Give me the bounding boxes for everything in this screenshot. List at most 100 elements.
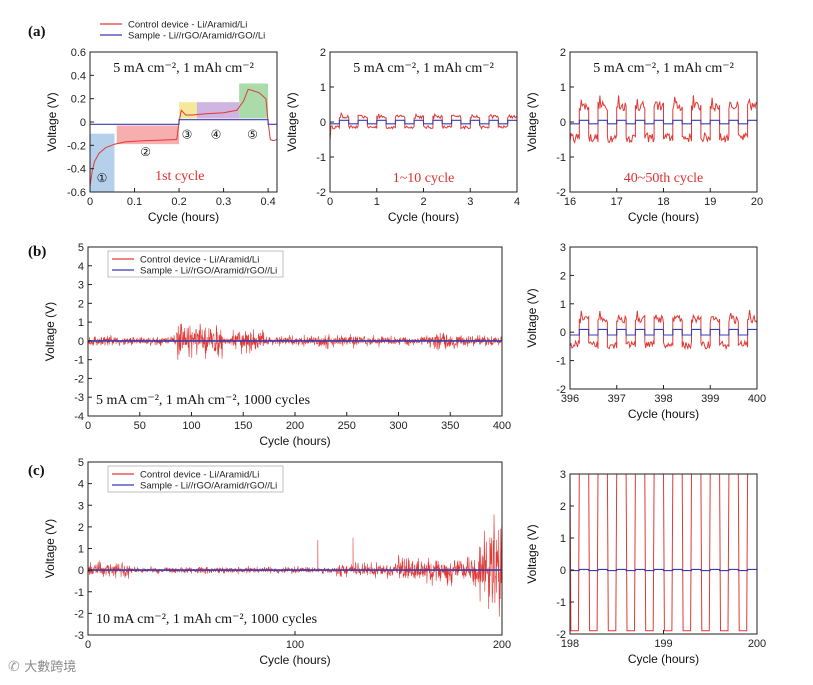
- x-tick-label: 200: [748, 638, 766, 650]
- panel-label: (c): [28, 463, 45, 479]
- y-tick-label: 2: [320, 47, 326, 59]
- y-axis-label: Voltage (V): [525, 288, 539, 347]
- y-tick-label: 4: [78, 479, 84, 491]
- y-tick-label: 0: [80, 117, 86, 129]
- y-tick-label: 5: [78, 242, 84, 254]
- x-tick-label: 0: [85, 420, 91, 432]
- x-tick-label: 198: [561, 638, 579, 650]
- x-axis-label: Cycle (hours): [388, 210, 459, 224]
- stage-label-4: ④: [211, 128, 222, 142]
- y-axis-label: Voltage (V): [43, 302, 57, 361]
- x-tick-label: 0.3: [216, 196, 231, 208]
- chart-a1: 0 0.1 0.2 0.3 0.4 -0.6 -0.4 -0.2 0 0.2 0.4 0.6 Cycle…: [28, 20, 278, 224]
- plot-area: [88, 514, 502, 617]
- x-tick-label: 150: [234, 420, 252, 432]
- y-tick-label: -4: [74, 411, 84, 423]
- series-sample: [570, 568, 757, 572]
- x-tick-label: 398: [654, 393, 672, 405]
- x-tick-label: 18: [657, 196, 669, 208]
- condition-label: 5 mA cm⁻², 1 mAh cm⁻²: [593, 61, 734, 76]
- x-tick-label: 20: [751, 196, 763, 208]
- series-control-device: [90, 88, 277, 187]
- stage-label-5: ⑤: [247, 128, 258, 142]
- x-tick-label: 250: [338, 420, 356, 432]
- y-tick-label: -2: [556, 187, 566, 199]
- legend-entry-sample: Sample - Li//rGO/Aramid/rGO//Li: [128, 31, 265, 42]
- y-tick-label: 5: [78, 457, 84, 469]
- condition-label: 10 mA cm⁻², 1 mAh cm⁻², 1000 cycles: [96, 612, 317, 627]
- condition-label: 5 mA cm⁻², 1 mAh cm⁻²: [113, 61, 254, 76]
- y-tick-label: -0.6: [67, 187, 86, 199]
- series-control-device: [570, 95, 757, 144]
- condition-label: 5 mA cm⁻², 1 mAh cm⁻²: [353, 61, 494, 76]
- y-tick-label: -2: [316, 187, 326, 199]
- x-tick-label: 3: [467, 196, 473, 208]
- series-control-device: [88, 323, 502, 360]
- plot-area: [570, 95, 757, 144]
- y-tick-label: 1: [78, 317, 84, 329]
- y-tick-label: 0: [560, 327, 566, 339]
- chart-c1: 0 100 200 -3 -2 -1 0 1 2 3 4 5 Cycle (hours) Voltage …: [28, 457, 511, 667]
- stage-label-2: ②: [140, 145, 151, 159]
- plot-area: [88, 323, 502, 360]
- plot-frame: [569, 246, 758, 390]
- legend-box: [107, 465, 284, 493]
- x-tick-label: 0: [85, 639, 91, 651]
- x-tick-label: 100: [286, 639, 304, 651]
- y-tick-label: 3: [78, 500, 84, 512]
- y-tick-label: 2: [560, 47, 566, 59]
- x-tick-label: 2: [420, 196, 426, 208]
- plot-area: [330, 111, 517, 142]
- y-tick-label: 1: [560, 299, 566, 311]
- panel-label: (b): [28, 244, 46, 260]
- chart-b1: 0 50 100 150 200 250 300 350 400 -4 -3 -2 -1 0 1 2 3 4 5 Cy…: [28, 242, 511, 448]
- y-tick-label: 1: [320, 82, 326, 94]
- legend-entry-control: Control device - Li/Aramid/Li: [140, 470, 259, 481]
- y-tick-label: 2: [78, 298, 84, 310]
- x-axis-label: Cycle (hours): [259, 434, 330, 448]
- stage-label-1: ①: [97, 171, 108, 185]
- x-tick-label: 50: [134, 420, 146, 432]
- legend-box: [107, 250, 284, 278]
- y-axis-label: Voltage (V): [45, 92, 59, 151]
- x-axis-label: Cycle (hours): [628, 210, 699, 224]
- y-axis-label: Voltage (V): [525, 524, 539, 583]
- y-tick-label: 0.6: [71, 47, 86, 59]
- x-tick-label: 0: [87, 196, 93, 208]
- stage-region-4: [196, 102, 240, 119]
- y-tick-label: -1: [556, 597, 566, 609]
- series-control-device: [88, 514, 502, 617]
- series-control-device: [570, 474, 757, 632]
- y-tick-label: 3: [78, 280, 84, 292]
- condition-label: 5 mA cm⁻², 1 mAh cm⁻², 1000 cycles: [96, 393, 310, 408]
- x-tick-label: 19: [704, 196, 716, 208]
- x-axis-label: Cycle (hours): [628, 407, 699, 421]
- chart-b2: 396 397 398 399 400 -2 -1 0 1 2 3 Cycle (hours) Volt…: [525, 242, 766, 421]
- chart-a3: 16 17 18 19 20 -2 -1 0 1 2 Cycle (hours) Voltage (V…: [525, 47, 763, 224]
- plot-area: [570, 309, 757, 351]
- legend-entry-sample: Sample - Li//rGO/Aramid/rGO//Li: [140, 266, 277, 277]
- series-sample: [330, 119, 517, 125]
- x-tick-label: 200: [286, 420, 304, 432]
- y-tick-label: -2: [556, 629, 566, 641]
- y-tick-label: -2: [74, 373, 84, 385]
- x-tick-label: 0.2: [171, 196, 186, 208]
- x-tick-label: 0.4: [260, 196, 275, 208]
- y-tick-label: 0: [560, 117, 566, 129]
- y-axis-label: Voltage (V): [43, 519, 57, 578]
- y-tick-label: -0.4: [67, 164, 86, 176]
- series-sample: [570, 328, 757, 336]
- stage-region-2: [116, 125, 180, 145]
- y-tick-label: 1: [78, 544, 84, 556]
- x-tick-label: 100: [182, 420, 200, 432]
- y-tick-label: 0: [78, 336, 84, 348]
- y-tick-label: -1: [316, 152, 326, 164]
- y-tick-label: -2: [556, 384, 566, 396]
- plot-area: [570, 474, 757, 632]
- y-tick-label: 3: [560, 469, 566, 481]
- y-tick-label: -1: [74, 587, 84, 599]
- x-tick-label: 200: [493, 639, 511, 651]
